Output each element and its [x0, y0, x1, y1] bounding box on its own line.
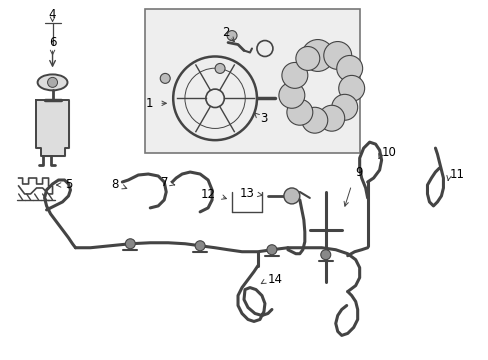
Circle shape	[295, 46, 319, 71]
Circle shape	[338, 75, 364, 101]
Circle shape	[336, 55, 362, 81]
Text: 10: 10	[381, 145, 396, 159]
Ellipse shape	[38, 75, 67, 90]
Text: 14: 14	[267, 273, 283, 286]
Circle shape	[266, 245, 276, 255]
Text: 5: 5	[65, 179, 73, 192]
Circle shape	[281, 62, 307, 88]
Text: 8: 8	[111, 179, 118, 192]
Circle shape	[195, 241, 204, 251]
Circle shape	[47, 77, 58, 87]
Circle shape	[160, 73, 170, 84]
Circle shape	[215, 63, 224, 73]
Circle shape	[320, 250, 330, 260]
Text: 6: 6	[49, 36, 56, 49]
Circle shape	[301, 107, 327, 133]
Polygon shape	[36, 100, 69, 156]
Circle shape	[286, 99, 312, 125]
Circle shape	[125, 239, 135, 249]
Text: 4: 4	[49, 8, 56, 21]
Circle shape	[318, 105, 344, 131]
Text: 3: 3	[260, 112, 267, 125]
Text: 11: 11	[448, 167, 464, 180]
Text: 7: 7	[161, 176, 168, 189]
Circle shape	[301, 40, 333, 71]
Text: 12: 12	[201, 188, 216, 202]
Circle shape	[284, 188, 299, 204]
Circle shape	[278, 82, 304, 108]
Text: 9: 9	[355, 166, 363, 179]
Bar	[145, 9, 359, 153]
Circle shape	[323, 41, 351, 69]
Circle shape	[226, 31, 237, 41]
Text: 2: 2	[222, 26, 229, 39]
Text: 1: 1	[145, 97, 153, 110]
Text: 13: 13	[240, 188, 254, 201]
Circle shape	[331, 94, 357, 120]
